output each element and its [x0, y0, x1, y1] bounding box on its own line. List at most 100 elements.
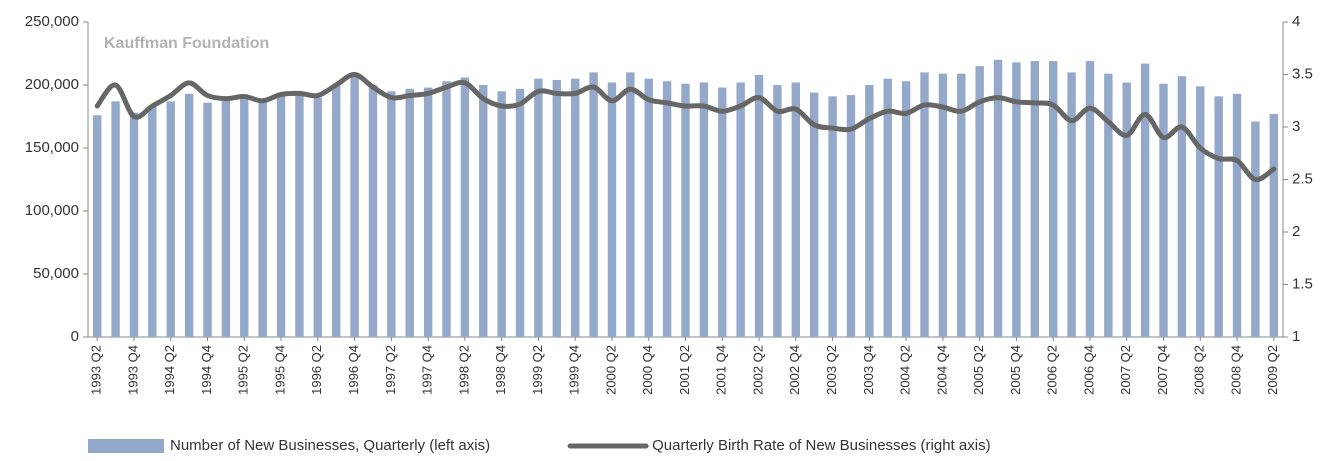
- y-tick-label: 100,000: [25, 202, 79, 219]
- bar: [901, 81, 911, 337]
- y-tick-label: 50,000: [33, 265, 79, 282]
- bar: [1196, 86, 1205, 337]
- bar: [699, 82, 709, 337]
- bar: [1085, 61, 1095, 338]
- bar: [718, 87, 727, 338]
- bar: [240, 97, 249, 337]
- bar: [534, 78, 543, 337]
- x-tick-label: 2005 Q2: [971, 345, 986, 395]
- y-tick-label: 200,000: [25, 76, 79, 93]
- x-tick-label: 1995 Q2: [236, 345, 251, 395]
- bar: [662, 81, 672, 337]
- bar: [92, 115, 102, 338]
- bar: [331, 85, 341, 337]
- x-tick-label: 2002 Q2: [750, 345, 765, 395]
- bar: [865, 85, 874, 337]
- x-tick-label: 1997 Q4: [420, 345, 435, 395]
- bar: [993, 59, 1003, 338]
- bar: [258, 100, 267, 338]
- x-tick-label: 1999 Q4: [567, 345, 582, 395]
- bar: [1177, 76, 1187, 338]
- y2-tick-label: 2.5: [1292, 170, 1313, 187]
- x-tick-label: 1999 Q2: [530, 345, 545, 395]
- x-tick-label: 2000 Q2: [603, 345, 618, 395]
- bar: [295, 93, 304, 337]
- x-tick-label: 1996 Q2: [309, 345, 324, 395]
- x-tick-label: 1998 Q2: [456, 345, 471, 395]
- bar: [1251, 121, 1260, 337]
- x-tick-label: 1995 Q4: [272, 345, 287, 395]
- legend-label: Quarterly Birth Rate of New Businesses (…: [652, 437, 990, 454]
- bar: [846, 95, 856, 337]
- bar: [184, 93, 194, 337]
- bar: [736, 82, 745, 337]
- bar: [626, 72, 635, 338]
- y-tick-label: 0: [71, 328, 79, 345]
- bar: [883, 78, 892, 337]
- bar: [203, 102, 212, 337]
- y2-tick-label: 3: [1292, 118, 1300, 135]
- legend-label: Number of New Businesses, Quarterly (lef…: [170, 437, 490, 454]
- y2-tick-label: 1.5: [1292, 275, 1313, 292]
- x-tick-label: 2007 Q2: [1118, 345, 1133, 395]
- bar: [148, 106, 157, 337]
- bar: [1048, 61, 1058, 338]
- x-tick-label: 1997 Q2: [383, 345, 398, 395]
- x-tick-label: 2003 Q2: [824, 345, 839, 395]
- bar: [1012, 62, 1021, 337]
- x-tick-label: 2004 Q2: [898, 345, 913, 395]
- bar: [1030, 61, 1040, 338]
- x-tick-label: 2006 Q4: [1081, 345, 1096, 395]
- annotation: Kauffman Foundation: [104, 35, 269, 52]
- bar: [423, 87, 433, 338]
- bar: [313, 97, 323, 337]
- legend-swatch: [88, 439, 164, 453]
- bar: [644, 78, 653, 337]
- bar: [166, 101, 175, 337]
- bar: [828, 96, 837, 337]
- bar: [1214, 96, 1223, 337]
- bar: [570, 78, 580, 337]
- x-tick-label: 2005 Q4: [1008, 345, 1023, 395]
- x-tick-label: 2006 Q2: [1045, 345, 1060, 395]
- bar: [975, 66, 984, 337]
- x-tick-label: 2000 Q4: [640, 345, 655, 395]
- x-tick-label: 2008 Q4: [1228, 345, 1243, 395]
- bar: [1140, 63, 1150, 338]
- bar: [405, 88, 414, 337]
- x-tick-label: 2002 Q4: [787, 345, 802, 395]
- y2-tick-label: 2: [1292, 223, 1300, 240]
- y2-tick-label: 1: [1292, 328, 1300, 345]
- bar: [1232, 93, 1242, 337]
- line: [94, 72, 1277, 183]
- bar: [607, 82, 617, 337]
- bar: [368, 85, 378, 337]
- bar: [515, 88, 525, 337]
- bar: [1122, 82, 1131, 337]
- y-tick-label: 250,000: [25, 13, 79, 30]
- x-tick-label: 2004 Q4: [934, 345, 949, 395]
- x-tick-label: 2008 Q2: [1192, 345, 1207, 395]
- bar: [350, 73, 359, 337]
- x-tick-label: 2009 Q2: [1265, 345, 1280, 395]
- bar: [1104, 73, 1113, 337]
- x-tick-label: 1993 Q2: [89, 345, 104, 395]
- x-tick-label: 2001 Q4: [714, 345, 729, 395]
- bar: [791, 82, 801, 337]
- bar: [497, 91, 506, 337]
- x-tick-label: 1998 Q4: [493, 345, 508, 395]
- bar: [221, 100, 231, 338]
- x-tick-label: 2003 Q4: [861, 345, 876, 395]
- bar: [589, 72, 598, 338]
- bar: [809, 92, 819, 337]
- y2-tick-label: 3.5: [1292, 65, 1313, 82]
- bar: [552, 79, 562, 338]
- bar: [920, 72, 929, 338]
- bar: [754, 74, 764, 338]
- bar: [460, 77, 470, 337]
- bar: [129, 112, 139, 337]
- x-tick-label: 1994 Q2: [162, 345, 177, 395]
- bar: [276, 95, 286, 337]
- x-tick-label: 2001 Q2: [677, 345, 692, 395]
